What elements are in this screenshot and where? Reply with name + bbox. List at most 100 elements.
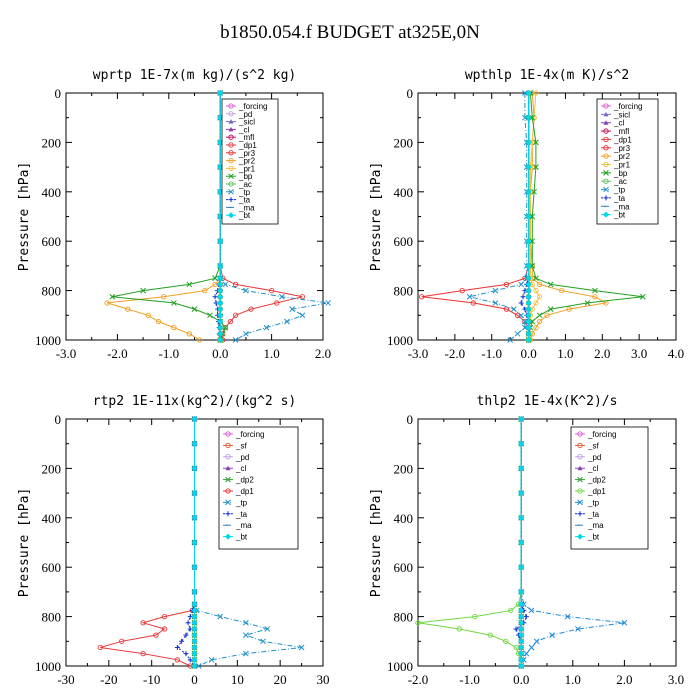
data-point_tp bbox=[533, 638, 540, 645]
data-point_tp bbox=[564, 613, 571, 620]
data-point_dp1 bbox=[299, 294, 306, 300]
legend-marker_dp1 bbox=[228, 142, 234, 148]
series_pr3 bbox=[419, 90, 532, 343]
data-point_dp1 bbox=[140, 651, 146, 657]
data-point_tp bbox=[522, 324, 528, 331]
legend-label_dp2: _dp2 bbox=[235, 476, 254, 485]
data-point_pr1 bbox=[536, 294, 543, 300]
y-tick-label: 600 bbox=[42, 560, 62, 575]
data-point_tp bbox=[522, 90, 528, 96]
y-tick-label: 0 bbox=[55, 412, 62, 427]
x-tick-label: 2.0 bbox=[315, 346, 331, 361]
y-tick-label: 200 bbox=[42, 461, 62, 476]
legend: _forcing_sicl_cl_mfl_dp1_pr3_pr2_pr1_bp_… bbox=[596, 98, 659, 225]
x-tick-label: 3.0 bbox=[668, 672, 684, 687]
legend-label_pr2: _pr2 bbox=[613, 152, 631, 161]
legend-label_bp: _bp bbox=[238, 172, 253, 181]
data-point_bt bbox=[191, 619, 198, 626]
data-point_bt bbox=[191, 663, 198, 669]
data-point_bt bbox=[525, 188, 532, 195]
x-tick-label: 20 bbox=[274, 672, 287, 687]
data-point_bt bbox=[217, 318, 224, 325]
data-point_tp bbox=[263, 324, 270, 331]
data-point_bt bbox=[525, 312, 532, 319]
legend-marker_bp bbox=[603, 170, 609, 176]
data-point_bt bbox=[217, 299, 224, 306]
y-tick-label: 600 bbox=[394, 234, 414, 249]
legend-marker_dp1 bbox=[577, 488, 583, 494]
data-point_bt bbox=[191, 638, 198, 645]
data-point_bt bbox=[518, 490, 525, 497]
legend-label_mfl: _mfl bbox=[613, 127, 629, 136]
data-point_tp bbox=[284, 318, 290, 325]
data-point_bt bbox=[525, 275, 532, 282]
data-point_bt bbox=[217, 293, 224, 300]
data-point_pr2 bbox=[566, 306, 572, 312]
y-tick-label: 600 bbox=[394, 560, 414, 575]
data-point_dp1 bbox=[508, 607, 514, 614]
data-point_bt bbox=[518, 638, 525, 645]
series-line_tp bbox=[469, 93, 528, 341]
legend-label_pd: _pd bbox=[238, 110, 252, 119]
data-point_dp1 bbox=[503, 638, 509, 644]
legend-label_mfl: _mfl bbox=[238, 133, 254, 142]
x-tick-label: 3.0 bbox=[631, 346, 647, 361]
series-line_bp bbox=[112, 93, 226, 341]
legend-label_cl: _cl bbox=[587, 464, 598, 473]
data-point_dp1 bbox=[248, 306, 254, 312]
data-point_tp bbox=[621, 619, 628, 626]
y-tick-label: 0 bbox=[407, 412, 414, 427]
data-point_bt bbox=[217, 312, 224, 319]
x-tick-label: -2.0 bbox=[445, 346, 466, 361]
legend-marker_ta bbox=[225, 511, 231, 517]
data-point_pr3 bbox=[470, 300, 476, 306]
data-point_dp1 bbox=[232, 312, 239, 318]
data-point_bt bbox=[191, 607, 198, 614]
data-point_bt bbox=[191, 613, 198, 620]
y-axis-label: Pressure [hPa] bbox=[17, 488, 32, 598]
data-point_dp1 bbox=[119, 638, 125, 644]
series-line_dp1 bbox=[417, 419, 522, 666]
legend-label_dp1: _dp1 bbox=[613, 135, 632, 144]
data-point_pr1 bbox=[533, 90, 539, 96]
chart-panel-1: wprtp 1E-7x(m kg)/(s^2 kg) Pressure [hPa]… bbox=[17, 68, 331, 361]
legend-label_ma: _ma bbox=[587, 521, 604, 530]
data-point_bt bbox=[525, 324, 532, 331]
data-point_bt bbox=[191, 416, 198, 422]
data-point_pr2 bbox=[536, 281, 543, 288]
legend-marker_cl bbox=[225, 465, 231, 471]
data-point_bt bbox=[525, 238, 532, 245]
data-point_bt bbox=[191, 490, 198, 497]
x-tick-label: 1.0 bbox=[263, 346, 279, 361]
legend-label_ta: _ta bbox=[587, 510, 600, 519]
y-tick-label: 0 bbox=[407, 86, 414, 101]
data-point_bt bbox=[525, 164, 532, 171]
legend-label_bt: _bt bbox=[238, 211, 251, 220]
legend-box bbox=[596, 98, 659, 225]
legend-marker_ta bbox=[228, 197, 234, 203]
legend-marker_tp bbox=[603, 186, 609, 193]
legend-box bbox=[218, 426, 299, 550]
legend-label_sicl: _sicl bbox=[238, 118, 255, 127]
legend-label_sf: _sf bbox=[235, 441, 247, 450]
data-point_tp bbox=[510, 306, 517, 312]
data-point_bp bbox=[531, 188, 537, 195]
legend-marker_pr2 bbox=[603, 153, 609, 159]
data-point_tp bbox=[208, 656, 215, 663]
legend: _forcing _sf _pd _cl _dp2 _dp1 _tp _ta _ma _bt bbox=[218, 426, 299, 550]
legend-marker_forcing bbox=[225, 431, 231, 437]
data-point_bt bbox=[518, 588, 525, 595]
data-point_pr2 bbox=[104, 300, 110, 306]
data-point_pr3 bbox=[503, 281, 510, 288]
data-point_tp bbox=[528, 607, 535, 614]
data-point_tp bbox=[549, 632, 556, 638]
data-point_pr2 bbox=[544, 312, 550, 318]
data-point_tp bbox=[279, 293, 285, 300]
data-point_tp bbox=[298, 644, 305, 651]
legend-marker_pr1 bbox=[228, 165, 234, 172]
chart-panel-4: thlp2 1E-4x(K^2)/s Pressure [hPa] -2.0 -1.0… bbox=[369, 394, 684, 687]
data-point_ta bbox=[513, 626, 519, 632]
x-tick-label: 30 bbox=[317, 672, 330, 687]
data-point_tp bbox=[243, 619, 249, 626]
